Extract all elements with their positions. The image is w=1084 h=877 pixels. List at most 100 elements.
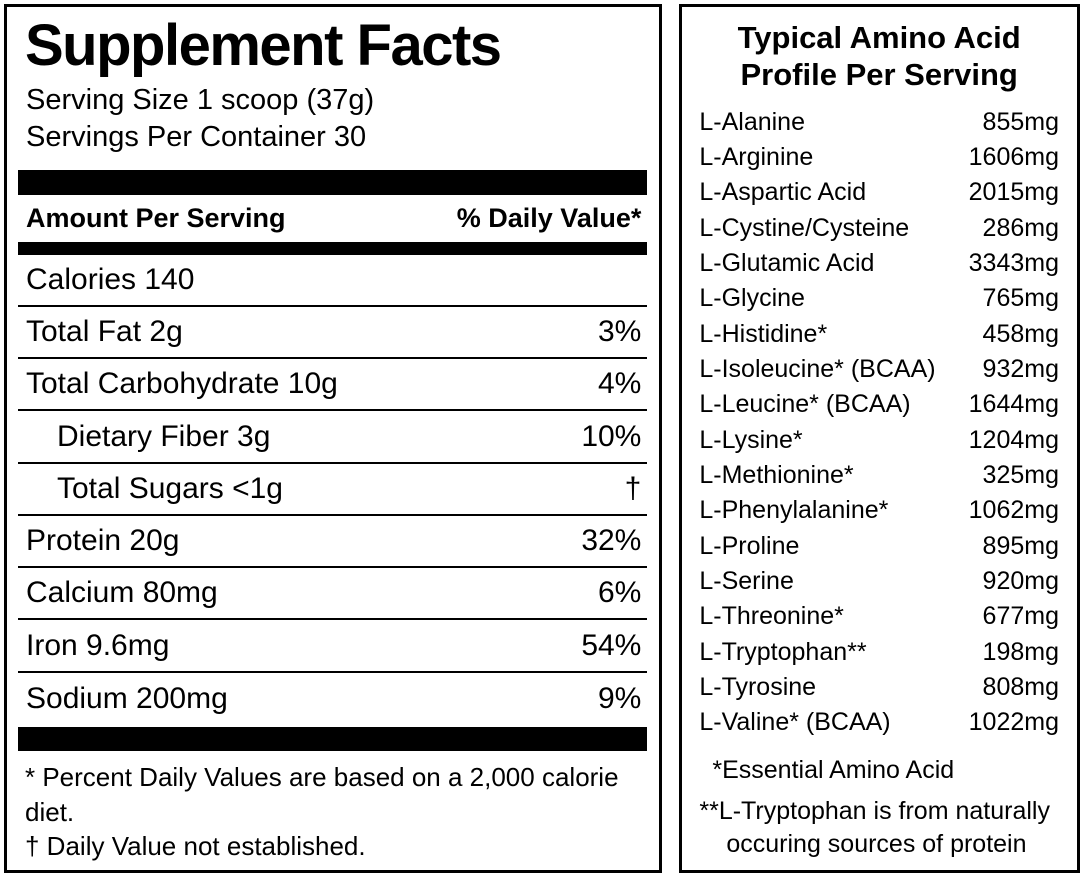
amino-row-cystine-cysteine: L-Cystine/Cysteine 286mg <box>699 210 1059 245</box>
amino-footnotes: *Essential Amino Acid **L-Tryptophan is … <box>699 754 1059 861</box>
amino-name: L-Histidine* <box>699 319 828 348</box>
nutrient-daily-value: 54% <box>581 628 642 662</box>
nutrient-name: Iron 9.6mg <box>26 628 170 662</box>
nutrient-name: Sodium 200mg <box>26 681 228 715</box>
serving-size: Serving Size 1 scoop (37g) <box>26 83 375 116</box>
amino-name: L-Tryptophan** <box>699 637 867 666</box>
amino-name: L-Tyrosine <box>699 673 817 702</box>
amino-row-valine: L-Valine* (BCAA) 1022mg <box>699 705 1059 740</box>
amino-acid-panel: Typical Amino Acid Profile Per Serving L… <box>679 4 1080 873</box>
nutrient-daily-value: † <box>624 471 642 505</box>
footnote-percent-daily-values: * Percent Daily Values are based on a 2,… <box>25 762 619 827</box>
footnote-daily-value-not-established: † Daily Value not established. <box>25 831 366 862</box>
supplement-facts-panel: Supplement Facts Serving Size 1 scoop (3… <box>4 4 663 873</box>
daily-value-footnotes: * Percent Daily Values are based on a 2,… <box>18 751 647 864</box>
amino-amount: 1062mg <box>968 496 1059 525</box>
amino-amount: 2015mg <box>968 178 1059 207</box>
table-header: Amount Per Serving % Daily Value* <box>18 195 647 242</box>
amino-name: L-Serine <box>699 567 794 596</box>
nutrient-daily-value: 32% <box>581 524 642 558</box>
amino-row-glycine: L-Glycine 765mg <box>699 281 1059 316</box>
amino-amount: 855mg <box>982 107 1059 136</box>
amino-row-threonine: L-Threonine* 677mg <box>699 599 1059 634</box>
amino-name: L-Cystine/Cysteine <box>699 213 910 242</box>
amino-name: L-Leucine* (BCAA) <box>699 390 911 419</box>
amino-row-aspartic-acid: L-Aspartic Acid 2015mg <box>699 175 1059 210</box>
amino-name: L-Glutamic Acid <box>699 248 875 277</box>
amino-acid-title-line2: Profile Per Serving <box>740 57 1018 93</box>
amino-row-glutamic-acid: L-Glutamic Acid 3343mg <box>699 246 1059 281</box>
amino-amount: 1022mg <box>968 708 1059 737</box>
amino-amount: 895mg <box>982 531 1059 560</box>
amino-amount: 1644mg <box>968 390 1059 419</box>
amino-amount: 677mg <box>982 602 1059 631</box>
amino-row-alanine: L-Alanine 855mg <box>699 104 1059 139</box>
divider-bar-medium <box>18 242 648 255</box>
amino-amount: 765mg <box>982 284 1059 313</box>
amino-name: L-Isoleucine* (BCAA) <box>699 354 936 383</box>
amino-row-isoleucine: L-Isoleucine* (BCAA) 932mg <box>699 352 1059 387</box>
amino-row-proline: L-Proline 895mg <box>699 529 1059 564</box>
amino-amount: 286mg <box>982 213 1059 242</box>
amino-name: L-Phenylalanine* <box>699 496 889 525</box>
amino-row-leucine: L-Leucine* (BCAA) 1644mg <box>699 387 1059 422</box>
nutrient-daily-value: 6% <box>598 576 642 610</box>
amino-row-phenylalanine: L-Phenylalanine* 1062mg <box>699 493 1059 528</box>
amino-amount: 3343mg <box>968 248 1059 277</box>
amino-amount: 808mg <box>982 673 1059 702</box>
divider-bar-thick <box>18 170 648 196</box>
nutrient-name: Total Fat 2g <box>26 315 183 349</box>
nutrient-row-iron: Iron 9.6mg 54% <box>18 620 648 673</box>
amino-amount: 458mg <box>982 319 1059 348</box>
amino-row-lysine: L-Lysine* 1204mg <box>699 422 1059 457</box>
amino-acid-title-line1: Typical Amino Acid <box>737 20 1021 55</box>
amino-row-methionine: L-Methionine* 325mg <box>699 458 1059 493</box>
servings-per-container: Servings Per Container 30 <box>26 121 367 153</box>
nutrient-row-total-carbohydrate: Total Carbohydrate 10g 4% <box>18 359 648 412</box>
nutrient-name: Protein 20g <box>26 524 180 558</box>
amino-amount: 932mg <box>982 354 1059 383</box>
nutrient-daily-value: 4% <box>598 367 642 401</box>
footnote-essential-amino-acid: *Essential Amino Acid <box>712 755 955 784</box>
nutrient-name: Total Carbohydrate 10g <box>26 367 338 401</box>
divider-bar-bottom <box>18 726 648 752</box>
amino-amount: 920mg <box>982 567 1059 596</box>
nutrient-name: Calcium 80mg <box>26 576 218 610</box>
amino-row-serine: L-Serine 920mg <box>699 564 1059 599</box>
nutrient-name: Total Sugars <1g <box>57 471 283 505</box>
daily-value-label: % Daily Value* <box>456 203 642 234</box>
amino-amount: 1204mg <box>968 425 1059 454</box>
nutrient-daily-value: 3% <box>598 315 642 349</box>
amino-name: L-Proline <box>699 531 800 560</box>
amino-row-tryptophan: L-Tryptophan** 198mg <box>699 635 1059 670</box>
nutrient-row-dietary-fiber: Dietary Fiber 3g 10% <box>18 411 648 464</box>
nutrient-row-protein: Protein 20g 32% <box>18 516 648 569</box>
amino-name: L-Threonine* <box>699 602 844 631</box>
amino-name: L-Glycine <box>699 284 805 313</box>
nutrient-name: Dietary Fiber 3g <box>57 419 271 453</box>
amino-name: L-Arginine <box>699 142 814 171</box>
serving-info: Serving Size 1 scoop (37g) Servings Per … <box>18 82 647 156</box>
footnote-tryptophan-source: **L-Tryptophan is from naturally occurin… <box>699 797 1050 858</box>
amino-row-tyrosine: L-Tyrosine 808mg <box>699 670 1059 705</box>
amino-name: L-Methionine* <box>699 460 854 489</box>
amino-name: L-Aspartic Acid <box>699 178 867 207</box>
amino-name: L-Valine* (BCAA) <box>699 708 891 737</box>
amino-name: L-Lysine* <box>699 425 803 454</box>
nutrient-row-total-fat: Total Fat 2g 3% <box>18 307 648 360</box>
amino-row-arginine: L-Arginine 1606mg <box>699 140 1059 175</box>
nutrient-row-calories: Calories 140 <box>18 255 648 307</box>
amino-amount: 325mg <box>982 460 1059 489</box>
amino-row-histidine: L-Histidine* 458mg <box>699 316 1059 351</box>
nutrient-daily-value: 9% <box>598 681 642 715</box>
nutrient-row-total-sugars: Total Sugars <1g † <box>18 464 648 516</box>
nutrient-name: Calories 140 <box>26 262 195 296</box>
amino-amount: 1606mg <box>968 142 1059 171</box>
amino-amount: 198mg <box>982 637 1059 666</box>
amount-per-serving-label: Amount Per Serving <box>26 203 286 234</box>
supplement-facts-title: Supplement Facts <box>25 13 502 78</box>
amino-name: L-Alanine <box>699 107 805 136</box>
nutrient-row-calcium: Calcium 80mg 6% <box>18 568 648 621</box>
nutrient-daily-value: 10% <box>581 419 642 453</box>
